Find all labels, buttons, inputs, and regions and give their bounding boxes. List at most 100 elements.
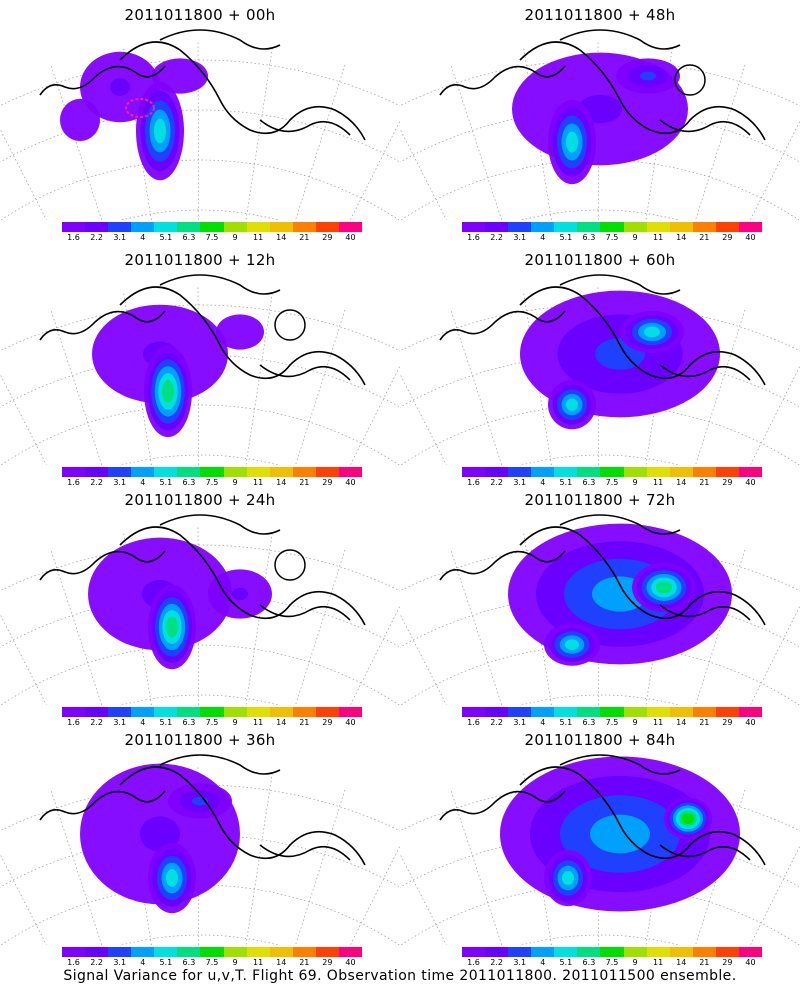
colorbar-tick-label: 40 (345, 478, 356, 487)
colorbar (62, 467, 363, 477)
colorbar-swatch (646, 467, 670, 477)
colorbar-swatch (62, 947, 86, 957)
colorbar-swatch (531, 947, 555, 957)
colorbar-tick-label: 2.2 (90, 958, 103, 967)
colorbar-tick-label: 2.2 (490, 478, 503, 487)
colorbar-swatch (531, 707, 555, 717)
panel-title: 2011011800 + 72h (524, 491, 676, 509)
variance-contour (216, 314, 264, 350)
colorbar-swatch (200, 467, 224, 477)
colorbar-swatch (600, 222, 624, 232)
colorbar-swatch (485, 222, 509, 232)
colorbar-swatch (246, 707, 270, 717)
colorbar-swatch (315, 707, 339, 717)
colorbar-swatch (246, 947, 270, 957)
colorbar-tick-label: 2.2 (90, 233, 103, 242)
colorbar-swatch (554, 707, 578, 717)
colorbar-swatch (715, 222, 739, 232)
variance-field (520, 290, 720, 430)
colorbar-tick-label: 7.5 (605, 478, 619, 487)
colorbar-swatch (315, 222, 339, 232)
colorbar-swatch (623, 222, 647, 232)
colorbar-swatch (131, 707, 155, 717)
colorbar-swatch (462, 707, 486, 717)
colorbar-ticks: 1.6 2.2 3.1 4 5.1 6.3 7.5 9 11 14 21 29 40 (52, 958, 372, 970)
colorbar-swatch (600, 947, 624, 957)
variance-contour (562, 870, 574, 886)
colorbar-swatch (508, 467, 532, 477)
colorbar-swatch (200, 222, 224, 232)
observation-region (125, 98, 155, 118)
colorbar-swatch (315, 947, 339, 957)
colorbar-swatch (692, 947, 716, 957)
colorbar-tick-label: 7.5 (205, 233, 219, 242)
colorbar-tick-label: 5.1 (559, 718, 573, 727)
colorbar-tick-label: 7.5 (605, 233, 619, 242)
colorbar-swatch (292, 467, 316, 477)
colorbar-ticks: 1.6 2.2 3.1 4 5.1 6.3 7.5 9 11 14 21 29 40 (452, 958, 772, 970)
colorbar-tick-label: 40 (745, 233, 756, 242)
colorbar-swatch (485, 707, 509, 717)
colorbar-tick-label: 40 (745, 718, 756, 727)
colorbar-swatch (200, 947, 224, 957)
colorbar-tick-label: 14 (676, 478, 687, 487)
colorbar-swatch (246, 222, 270, 232)
colorbar-tick-label: 7.5 (205, 958, 219, 967)
colorbar-swatch (246, 467, 270, 477)
map-panel: 2011011800 + 00h 1.6 2.2 3.1 4 5.1 6.3 7.5 9 11 14… (0, 0, 400, 245)
colorbar-tick-label: 2.2 (490, 958, 503, 967)
colorbar-tick-label: 7.5 (205, 478, 219, 487)
colorbar-swatch (554, 947, 578, 957)
colorbar-swatch (623, 467, 647, 477)
colorbar-swatch (315, 467, 339, 477)
colorbar-tick-label: 29 (322, 233, 333, 242)
colorbar-swatch (577, 222, 601, 232)
colorbar-tick-label: 14 (676, 718, 687, 727)
colorbar-tick-label: 21 (299, 478, 310, 487)
colorbar-tick-label: 1.6 (467, 233, 480, 242)
colorbar-tick-label: 29 (722, 718, 733, 727)
colorbar-swatch (531, 222, 555, 232)
colorbar-tick-label: 4 (540, 233, 546, 242)
colorbar (62, 222, 363, 232)
variance-contour (566, 398, 578, 411)
colorbar-tick-label: 40 (745, 958, 756, 967)
colorbar-tick-label: 3.1 (113, 718, 127, 727)
colorbar-tick-label: 14 (276, 478, 287, 487)
variance-field (88, 537, 272, 670)
colorbar-swatch (738, 707, 763, 717)
variance-contour (140, 816, 180, 852)
variance-contour (60, 98, 100, 142)
variance-contour (162, 379, 174, 403)
variance-contour (166, 616, 178, 638)
colorbar-tick-label: 14 (676, 233, 687, 242)
colorbar-swatch (269, 222, 293, 232)
colorbar-tick-label: 3.1 (113, 233, 127, 242)
colorbar-tick-label: 21 (699, 233, 710, 242)
panel-title: 2011011800 + 24h (124, 491, 276, 509)
variance-field (508, 523, 732, 666)
coastline (439, 754, 766, 866)
colorbar-tick-label: 5.1 (159, 233, 173, 242)
map-panel: 2011011800 + 84h 1.6 2.2 3.1 4 5.1 6.3 7.5 9 11 14… (400, 725, 800, 970)
colorbar-tick-label: 3.1 (113, 478, 127, 487)
colorbar-tick-label: 40 (345, 958, 356, 967)
colorbar (62, 707, 363, 717)
colorbar-swatch (577, 467, 601, 477)
colorbar-tick-label: 14 (676, 958, 687, 967)
colorbar-tick-label: 2.2 (490, 718, 503, 727)
colorbar-swatch (223, 222, 247, 232)
variance-contour (590, 814, 650, 854)
colorbar-tick-label: 1.6 (467, 718, 480, 727)
coastline (39, 29, 366, 141)
colorbar (462, 467, 763, 477)
colorbar-tick-label: 21 (699, 958, 710, 967)
colorbar-tick-label: 6.3 (582, 718, 596, 727)
colorbar-swatch (269, 467, 293, 477)
colorbar-swatch (154, 947, 178, 957)
colorbar-swatch (462, 947, 486, 957)
colorbar-tick-label: 1.6 (67, 478, 80, 487)
colorbar-tick-label: 2.2 (490, 233, 503, 242)
colorbar-swatch (85, 947, 109, 957)
variance-field (80, 763, 240, 914)
